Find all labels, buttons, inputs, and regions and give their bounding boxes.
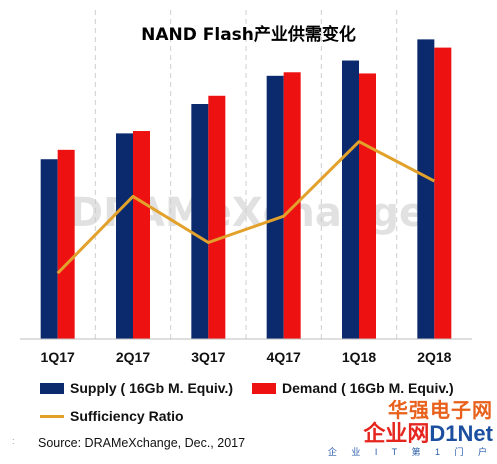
x-tick-2Q18: 2Q18 [417, 349, 451, 365]
chart-title: NAND Flash产业供需变化 [141, 25, 356, 45]
ratio-line [56, 140, 436, 275]
bar-demand-2Q18 [434, 47, 452, 339]
legend-demand-label: Demand ( 16Gb M. Equiv.) [282, 380, 454, 396]
legend-supply: Supply ( 16Gb M. Equiv.) [40, 380, 233, 396]
watermark-main: 企业网D1Net [363, 423, 493, 445]
watermark-main-en: D1Net [429, 421, 493, 446]
legend-ratio-label: Sufficiency Ratio [70, 408, 184, 424]
bar-supply-3Q17 [191, 104, 209, 339]
legend-supply-label: Supply ( 16Gb M. Equiv.) [70, 380, 234, 396]
watermark-sub: 企 业 I T 第 1 门 户 [327, 447, 493, 457]
ratio-line-group [56, 140, 436, 275]
legend-ratio: Sufficiency Ratio [40, 408, 184, 424]
x-tick-1Q18: 1Q18 [342, 349, 376, 365]
source-note: Source: DRAMeXchange, Dec., 2017 [38, 436, 246, 450]
x-tick-4Q17: 4Q17 [267, 349, 301, 365]
legend-supply-swatch [40, 382, 64, 394]
legend-demand-swatch [252, 382, 276, 394]
x-tick-3Q17: 3Q17 [191, 349, 225, 365]
watermark-top-text: 华强电子网 [388, 400, 493, 422]
x-tick-2Q17: 2Q17 [116, 349, 150, 365]
bullet-dot: : [12, 436, 15, 446]
legend-demand: Demand ( 16Gb M. Equiv.) [252, 380, 454, 396]
bar-demand-3Q17 [208, 95, 226, 340]
bar-demand-1Q18 [359, 73, 376, 339]
x-tick-1Q17: 1Q17 [41, 349, 75, 365]
bar-supply-4Q17 [266, 75, 284, 340]
grid-lines [94, 10, 398, 339]
bar-demand-1Q17 [57, 149, 75, 339]
bar-demand-2Q17 [133, 131, 150, 339]
bars-group [40, 39, 452, 340]
bar-supply-1Q17 [40, 159, 58, 339]
legend-ratio-swatch [40, 414, 64, 418]
bar-supply-1Q18 [342, 60, 359, 340]
x-tick-labels: 1Q17 2Q17 3Q17 4Q17 1Q18 2Q18 [41, 349, 452, 365]
bar-supply-2Q17 [116, 133, 133, 339]
bar-supply-2Q18 [417, 39, 435, 339]
watermark-main-cn: 企业网 [363, 421, 430, 446]
bar-demand-4Q17 [283, 72, 301, 340]
watermark-logo: 华强电子网 企业网D1Net 企 业 I T 第 1 门 户 [328, 394, 493, 458]
